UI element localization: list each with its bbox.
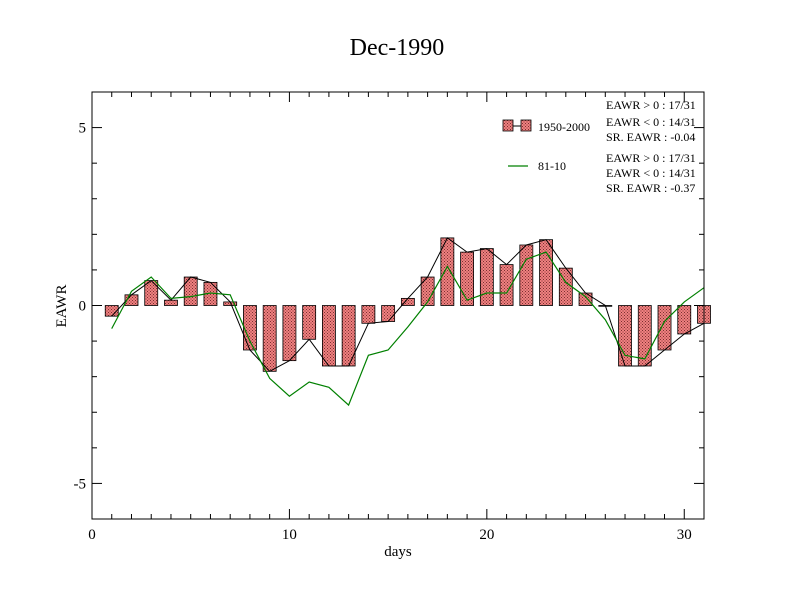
stats-2-negative: EAWR < 0 : 14/31 xyxy=(606,166,696,180)
bar xyxy=(361,305,376,324)
bar xyxy=(618,305,632,367)
x-axis-title: days xyxy=(384,544,412,560)
bar xyxy=(637,305,652,367)
bar xyxy=(302,305,317,340)
bar xyxy=(460,251,474,306)
bar xyxy=(183,276,198,306)
plot-area xyxy=(104,237,711,407)
legend-swatch-left xyxy=(502,119,514,132)
bar xyxy=(243,305,257,351)
bar xyxy=(262,305,277,372)
bar xyxy=(519,244,534,306)
bar xyxy=(677,305,692,335)
x-tick-label: 30 xyxy=(677,527,692,543)
chart-title: Dec-1990 xyxy=(350,35,445,61)
bar xyxy=(164,299,178,306)
stats-block: EAWR > 0 : 17/31 EAWR < 0 : 14/31 SR. EA… xyxy=(606,98,696,195)
stats-1-positive: EAWR > 0 : 17/31 xyxy=(606,98,696,112)
y-tick-label: 5 xyxy=(79,121,87,137)
stats-2-positive: EAWR > 0 : 17/31 xyxy=(606,151,696,165)
y-axis-title: EAWR xyxy=(54,285,70,328)
stats-1-sr: SR. EAWR : -0.04 xyxy=(606,130,695,144)
x-tick-label: 0 xyxy=(88,527,96,543)
x-tick-label: 10 xyxy=(282,527,297,543)
bar xyxy=(657,305,672,351)
bar xyxy=(479,248,494,306)
y-tick-label: 0 xyxy=(79,299,87,315)
y-axis: -5 0 5 xyxy=(74,91,704,520)
bar xyxy=(539,239,553,306)
bar xyxy=(381,305,396,322)
bar xyxy=(282,305,297,362)
x-tick-label: 20 xyxy=(479,527,494,543)
bar-connector-polyline xyxy=(111,237,705,372)
legend: 1950-2000 81-10 xyxy=(502,119,590,173)
stats-1-negative: EAWR < 0 : 14/31 xyxy=(606,115,696,129)
line-series-polyline xyxy=(111,251,705,407)
stats-2-sr: SR. EAWR : -0.37 xyxy=(606,181,695,195)
y-tick-label: -5 xyxy=(74,476,87,492)
legend-entry-line: 81-10 xyxy=(508,159,566,173)
legend-label-bars: 1950-2000 xyxy=(538,120,590,134)
legend-entry-bars: 1950-2000 xyxy=(502,119,590,134)
x-axis: 0 10 20 30 xyxy=(88,92,705,543)
legend-label-line: 81-10 xyxy=(538,159,566,173)
bar-connector-line xyxy=(111,237,705,372)
bar xyxy=(322,305,336,367)
line-series xyxy=(111,251,705,407)
legend-swatch-right xyxy=(520,119,532,132)
bar xyxy=(578,292,593,306)
